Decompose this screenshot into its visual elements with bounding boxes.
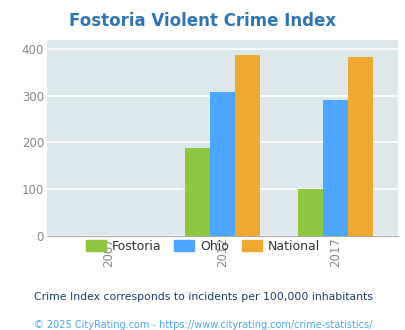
- Text: © 2025 CityRating.com - https://www.cityrating.com/crime-statistics/: © 2025 CityRating.com - https://www.city…: [34, 320, 371, 330]
- Bar: [297, 189, 322, 236]
- Bar: [234, 55, 259, 236]
- Bar: [347, 57, 372, 236]
- Bar: [209, 92, 234, 236]
- Legend: Fostoria, Ohio, National: Fostoria, Ohio, National: [81, 235, 324, 258]
- Text: Fostoria Violent Crime Index: Fostoria Violent Crime Index: [69, 12, 336, 30]
- Bar: [322, 100, 347, 236]
- Bar: [184, 148, 209, 236]
- Text: Crime Index corresponds to incidents per 100,000 inhabitants: Crime Index corresponds to incidents per…: [34, 292, 371, 302]
